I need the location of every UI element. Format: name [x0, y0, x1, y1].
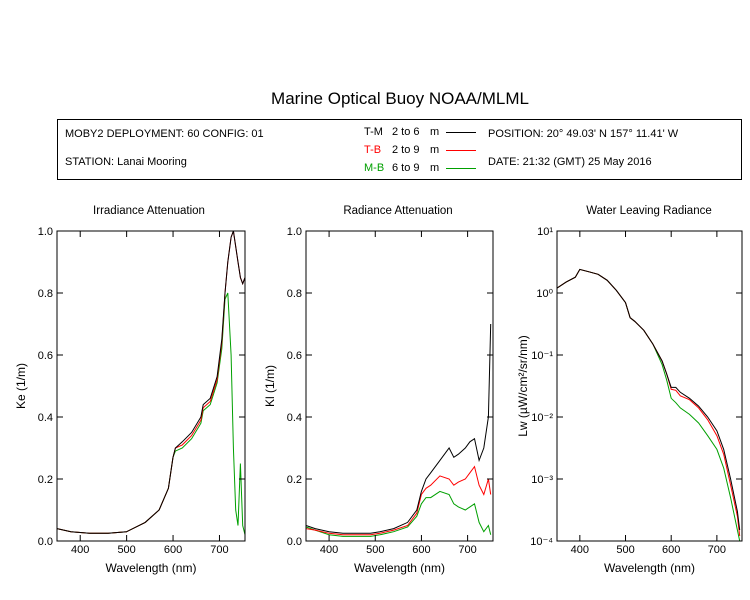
- y-tick-label: 0.6: [287, 350, 302, 362]
- y-tick-label: 0.0: [287, 536, 302, 548]
- legend-code-tm: T-M: [364, 126, 383, 138]
- legend-code-mb: M-B: [364, 162, 385, 174]
- y-tick-label: 10⁻⁴: [530, 536, 553, 548]
- page-title: Marine Optical Buoy NOAA/MLML: [271, 89, 529, 108]
- x-axis-label: Wavelength (nm): [604, 561, 695, 575]
- date-text: DATE: 21:32 (GMT) 25 May 2016: [488, 156, 652, 168]
- y-axis-label: Kl (1/m): [263, 365, 277, 407]
- x-tick-label: 600: [164, 544, 182, 556]
- y-tick-label: 10⁻³: [531, 474, 553, 486]
- series-line-m-b: [57, 292, 245, 535]
- y-tick-label: 0.8: [38, 288, 53, 300]
- legend-unit-tm: m: [430, 126, 440, 138]
- y-tick-label: 10⁰: [536, 288, 553, 300]
- x-tick-label: 400: [571, 544, 589, 556]
- x-tick-label: 500: [366, 544, 384, 556]
- y-tick-label: 10¹: [537, 226, 553, 238]
- series-line-t-b: [557, 268, 741, 537]
- y-tick-label: 10⁻¹: [531, 350, 553, 362]
- y-tick-label: 10⁻²: [531, 412, 553, 424]
- legend-swatch-mb: [446, 168, 476, 169]
- y-axis-label: Ke (1/m): [14, 363, 28, 409]
- plot-frame: [556, 230, 743, 542]
- y-tick-label: 0.6: [38, 350, 53, 362]
- x-axis-label: Wavelength (nm): [354, 561, 445, 575]
- series-line-t-b: [306, 465, 492, 536]
- plot-frame: [305, 230, 494, 542]
- x-tick-label: 600: [662, 544, 680, 556]
- station-text: STATION: Lanai Mooring: [65, 156, 187, 168]
- legend-unit-mb: m: [430, 162, 440, 174]
- series-line-t-m: [57, 231, 245, 534]
- legend-swatch-tm: [446, 132, 476, 133]
- x-tick-label: 700: [458, 544, 476, 556]
- x-tick-label: 700: [210, 544, 228, 556]
- plot1-title: Irradiance Attenuation: [93, 205, 205, 217]
- series-line-t-m: [557, 268, 741, 531]
- x-tick-label: 400: [71, 544, 89, 556]
- series-line-m-b: [306, 490, 492, 537]
- plot-2: 400 500 600 700 0.0 0.2 0.4 0.6 0.8 1.0 Wavelength…: [263, 226, 494, 575]
- y-tick-label: 1.0: [38, 226, 53, 238]
- y-tick-label: 0.0: [38, 536, 53, 548]
- y-tick-label: 0.8: [287, 288, 302, 300]
- y-tick-label: 0.4: [287, 412, 302, 424]
- series-line-t-b: [57, 231, 245, 534]
- y-tick-label: 0.2: [38, 474, 53, 486]
- plot-1: 400 500 600 700 0.0 0.2 0.4 0.6 0.8 1.0 Wavelength…: [14, 226, 246, 575]
- plot-frame: [56, 230, 246, 542]
- y-tick-label: 0.2: [287, 474, 302, 486]
- series-line-m-b: [557, 268, 741, 541]
- legend-swatch-tb: [446, 150, 476, 151]
- info-box: MOBY2 DEPLOYMENT: 60 CONFIG: 01 STATION:…: [57, 119, 742, 180]
- plot-3: 400 500 600 700 10⁻⁴ 10⁻³ 10⁻² 10⁻¹ 10⁰ 10¹ Wavele…: [516, 226, 743, 575]
- x-tick-label: 400: [320, 544, 338, 556]
- legend-range-mb: 6 to 9: [392, 162, 420, 174]
- legend-unit-tb: m: [430, 144, 440, 156]
- legend-range-tm: 2 to 6: [392, 126, 420, 138]
- x-tick-label: 700: [708, 544, 726, 556]
- legend-range-tb: 2 to 9: [392, 144, 420, 156]
- plot2-title: Radiance Attenuation: [343, 205, 453, 217]
- legend-code-tb: T-B: [364, 144, 382, 156]
- plot3-title: Water Leaving Radiance: [586, 205, 712, 217]
- x-tick-label: 500: [616, 544, 634, 556]
- x-tick-label: 600: [412, 544, 430, 556]
- y-axis-label: Lw (µW/cm²/sr/nm): [516, 335, 530, 437]
- x-axis-label: Wavelength (nm): [106, 561, 197, 575]
- y-tick-label: 0.4: [38, 412, 53, 424]
- position-text: POSITION: 20° 49.03' N 157° 11.41' W: [488, 128, 679, 140]
- series-line-t-m: [306, 323, 492, 534]
- x-tick-label: 500: [117, 544, 135, 556]
- deployment-text: MOBY2 DEPLOYMENT: 60 CONFIG: 01: [65, 128, 264, 140]
- y-tick-label: 1.0: [287, 226, 302, 238]
